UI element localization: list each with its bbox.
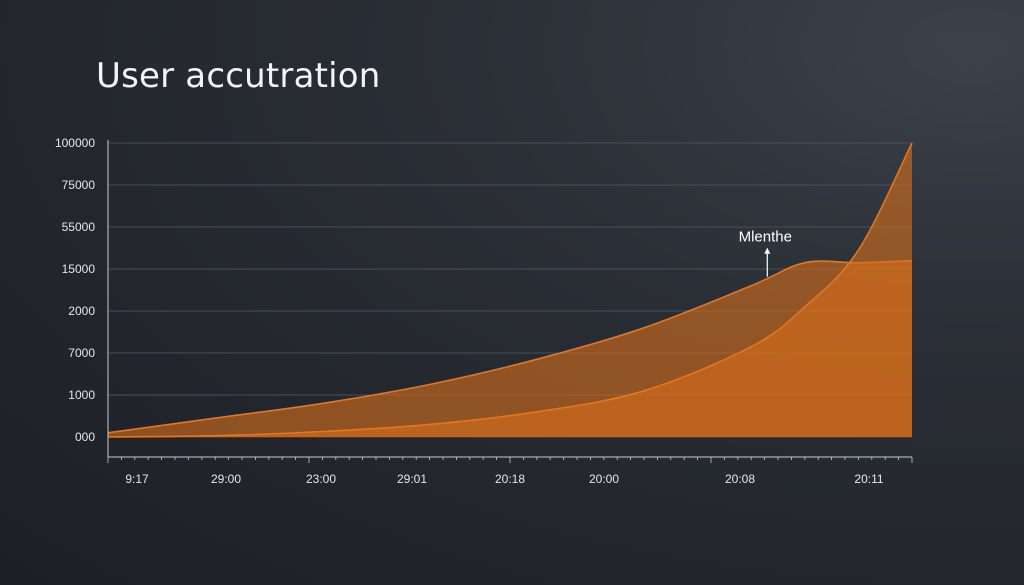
y-tick-label: 1000 bbox=[68, 388, 95, 402]
series-lower-area bbox=[108, 143, 912, 437]
annotation-arrowhead bbox=[764, 247, 771, 254]
series-lower-line bbox=[107, 142, 913, 438]
x-tick-label: 29:01 bbox=[397, 472, 427, 486]
y-tick-label: 000 bbox=[75, 430, 95, 444]
chart-title: User accutration bbox=[96, 56, 381, 96]
series-upper-line bbox=[107, 259, 913, 434]
annotation-label: Mlenthe bbox=[739, 229, 792, 246]
axes bbox=[107, 140, 913, 463]
y-tick-label: 15000 bbox=[62, 262, 96, 276]
y-tick-label: 2000 bbox=[68, 304, 95, 318]
y-tick-label: 55000 bbox=[62, 220, 96, 234]
x-tick-label: 20:00 bbox=[589, 472, 619, 486]
x-tick-label: 23:00 bbox=[306, 472, 336, 486]
annotation: Mlenthe bbox=[739, 229, 792, 277]
y-tick-label: 100000 bbox=[55, 136, 95, 150]
y-tick-label: 75000 bbox=[62, 178, 96, 192]
tick-labels: 000 1000 7000 2000 15000 55000 75000 100000 9:17… bbox=[55, 136, 884, 486]
area-layer bbox=[107, 142, 913, 438]
x-tick-label: 20:18 bbox=[495, 472, 525, 486]
y-tick-label: 7000 bbox=[68, 346, 95, 360]
x-tick-label: 20:08 bbox=[725, 472, 755, 486]
x-tick-label: 9:17 bbox=[125, 472, 149, 486]
x-tick-label: 29:00 bbox=[211, 472, 241, 486]
x-tick-label: 20:11 bbox=[854, 472, 883, 486]
